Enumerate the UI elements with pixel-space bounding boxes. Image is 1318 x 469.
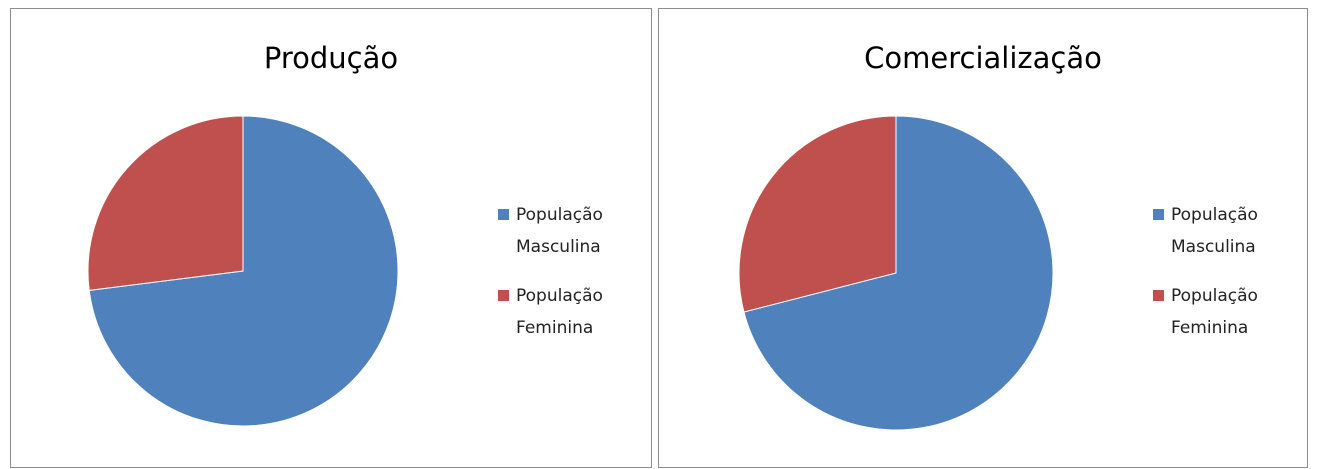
legend-swatch bbox=[1153, 290, 1164, 301]
legend-swatch bbox=[498, 290, 509, 301]
page: População Masculina População Feminina Pro… bbox=[10, 8, 1308, 468]
pie-slice bbox=[743, 115, 1054, 431]
legend-entry: População Feminina bbox=[1153, 280, 1283, 344]
legend-swatch bbox=[498, 209, 509, 220]
pie-slice bbox=[87, 115, 244, 291]
legend-label: População Masculina bbox=[516, 205, 603, 257]
pie-slice bbox=[738, 115, 897, 313]
pie-area bbox=[87, 115, 399, 427]
chart-title: Comercialização bbox=[864, 41, 1102, 75]
legend-entry: População Masculina bbox=[498, 199, 628, 263]
legend: População Masculina População Feminina bbox=[1153, 199, 1283, 361]
legend-label: População Feminina bbox=[516, 286, 603, 338]
legend-label: População Feminina bbox=[1171, 286, 1258, 338]
legend-entry: População Feminina bbox=[498, 280, 628, 344]
legend-entry: População Masculina bbox=[1153, 199, 1283, 263]
legend-swatch bbox=[1153, 209, 1164, 220]
legend: População Masculina População Feminina bbox=[498, 199, 628, 361]
chart-title: Produção bbox=[263, 41, 399, 75]
legend-label: População Masculina bbox=[1171, 205, 1258, 257]
pie-area bbox=[738, 115, 1054, 431]
chart-panel: População Masculina População Feminina Com… bbox=[658, 8, 1308, 468]
pie-slice bbox=[88, 115, 399, 427]
chart-panel: População Masculina População Feminina Pro… bbox=[10, 8, 652, 468]
